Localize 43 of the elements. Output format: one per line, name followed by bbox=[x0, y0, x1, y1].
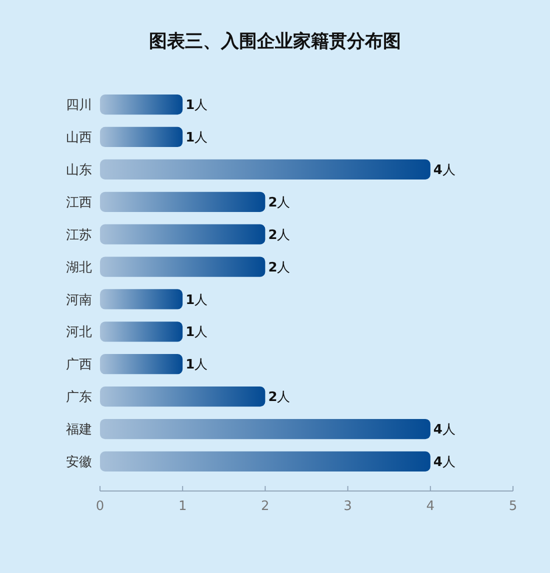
bar bbox=[100, 192, 266, 212]
data-label: 1人 bbox=[186, 292, 208, 308]
x-tick-label: 4 bbox=[426, 499, 435, 514]
y-tick-label: 河北 bbox=[66, 325, 92, 340]
data-label: 1人 bbox=[186, 358, 208, 373]
y-tick-label: 山西 bbox=[66, 130, 92, 146]
data-label: 4人 bbox=[433, 422, 456, 438]
bar bbox=[100, 354, 183, 374]
y-tick-label: 江西 bbox=[66, 195, 92, 210]
y-tick-label: 湖北 bbox=[66, 260, 92, 276]
x-tick-label: 3 bbox=[344, 499, 352, 514]
bar bbox=[100, 159, 430, 180]
x-tick-label: 0 bbox=[96, 499, 104, 514]
y-tick-label: 河南 bbox=[66, 292, 92, 308]
bar bbox=[100, 418, 430, 440]
y-tick-label: 四川 bbox=[66, 98, 92, 114]
x-tick-label: 2 bbox=[261, 499, 270, 514]
bar bbox=[100, 451, 430, 472]
bar bbox=[100, 256, 266, 277]
y-tick-label: 山东 bbox=[66, 162, 92, 178]
y-tick-label: 安徽 bbox=[66, 454, 92, 470]
data-label: 2人 bbox=[268, 390, 290, 406]
data-label: 2人 bbox=[268, 260, 290, 276]
data-label: 4人 bbox=[433, 455, 456, 470]
bar bbox=[100, 126, 183, 148]
bar bbox=[100, 386, 266, 407]
x-tick-label: 1 bbox=[178, 499, 187, 514]
data-label: 4人 bbox=[433, 162, 456, 178]
x-tick-label: 5 bbox=[508, 499, 518, 514]
bar bbox=[100, 224, 266, 244]
y-tick-label: 福建 bbox=[66, 422, 92, 438]
data-label: 2人 bbox=[268, 195, 290, 210]
data-label: 1人 bbox=[186, 130, 208, 146]
data-label: 2人 bbox=[268, 228, 290, 243]
bar bbox=[100, 94, 183, 115]
bar bbox=[100, 289, 183, 310]
data-label: 1人 bbox=[186, 325, 208, 340]
bar bbox=[100, 322, 183, 342]
data-label: 1人 bbox=[186, 98, 208, 114]
y-tick-label: 江苏 bbox=[66, 228, 92, 243]
y-tick-label: 广东 bbox=[66, 390, 92, 406]
chart-title: 图表三、入围企业家籍贯分布图 bbox=[149, 31, 401, 52]
y-tick-label: 广西 bbox=[66, 358, 92, 373]
